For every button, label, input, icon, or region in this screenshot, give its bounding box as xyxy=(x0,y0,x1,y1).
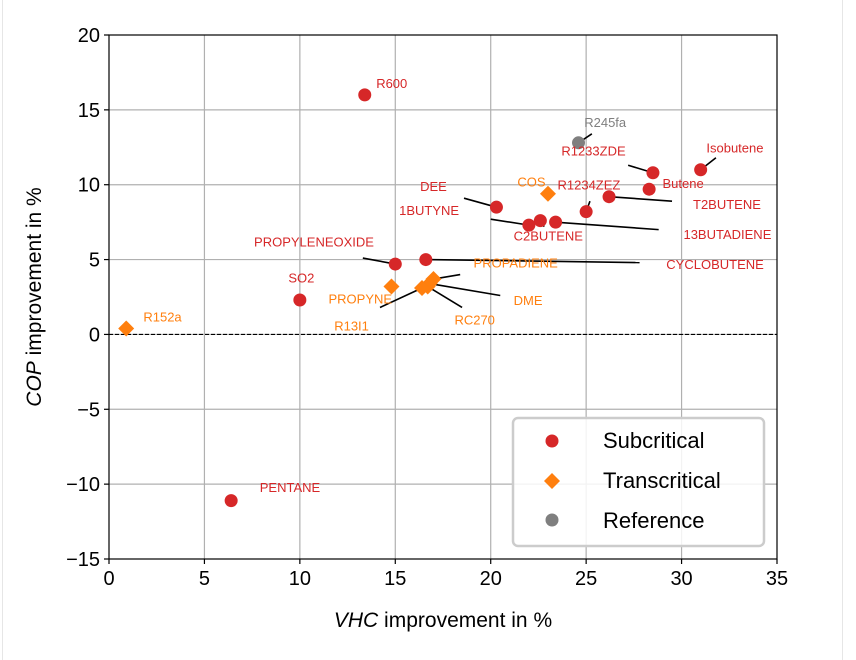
y-tick-label: 0 xyxy=(89,324,100,346)
leader-line-13butadiene xyxy=(555,221,659,231)
legend-entry-reference: Reference xyxy=(545,508,705,533)
x-axis-label-rest: improvement in % xyxy=(378,609,552,632)
y-axis-label-rest: improvement in % xyxy=(23,187,46,361)
point-r152a xyxy=(118,320,135,337)
point-propyleneoxide xyxy=(388,257,402,271)
legend-marker-reference xyxy=(545,513,559,527)
point-pentane xyxy=(224,494,238,508)
point-r600 xyxy=(358,88,372,102)
axes-frame xyxy=(108,34,778,560)
leader-line-r13i1 xyxy=(379,287,423,309)
x-tick-label: 15 xyxy=(384,568,406,590)
x-tick-label: 0 xyxy=(103,568,114,590)
point-label-dme: DME xyxy=(514,293,543,308)
legend: Subcritical Transcritical Reference xyxy=(511,416,766,548)
leader-line-dme xyxy=(429,282,501,297)
legend-label-subcritical: Subcritical xyxy=(603,428,704,453)
point-label-c2butene: C2BUTENE xyxy=(514,229,584,244)
y-tick-label: 5 xyxy=(89,250,100,272)
x-axis-label: VHC improvement in % xyxy=(334,609,552,632)
x-tick-label: 35 xyxy=(766,568,788,590)
y-tick-label: 15 xyxy=(78,100,100,122)
legend-entry-transcritical: Transcritical xyxy=(544,468,721,493)
point-label-r13i1: R13I1 xyxy=(334,318,369,333)
point-label-t2butene: T2BUTENE xyxy=(693,197,761,212)
data-points xyxy=(118,88,708,508)
point-label-butene: Butene xyxy=(662,176,703,191)
y-tick-label: 10 xyxy=(78,175,100,197)
point-label-dee: DEE xyxy=(420,179,447,194)
point-labels: R600 Isobutene R1233ZDE Butene T2BUTENE DEE R1… xyxy=(143,76,771,495)
point-label-pentane: PENTANE xyxy=(260,480,321,495)
leader-line-rc270 xyxy=(427,285,463,309)
point-label-13butadiene: 13BUTADIENE xyxy=(683,227,771,242)
point-label-cos: COS xyxy=(517,175,546,190)
point-r13i1 xyxy=(414,280,431,297)
y-tick-label: −5 xyxy=(77,399,100,421)
point-label-r152a: R152a xyxy=(143,309,182,324)
legend-box xyxy=(511,416,766,548)
point-label-r245fa: R245fa xyxy=(584,115,627,130)
point-cyclobutene xyxy=(419,253,433,267)
point-so2 xyxy=(293,293,307,307)
point-isobutene xyxy=(694,163,708,177)
point-label-so2: SO2 xyxy=(288,271,314,286)
y-tick-label: −15 xyxy=(66,549,100,571)
y-axis-label: COP improvement in % xyxy=(23,187,46,406)
point-r245fa xyxy=(572,136,586,150)
figure-border-left xyxy=(2,0,3,660)
x-tick-labels: 0 5 10 15 20 25 30 35 xyxy=(103,568,788,590)
point-r1233zde xyxy=(646,166,660,180)
y-tick-labels: −15 −10 −5 0 5 10 15 20 xyxy=(66,25,100,571)
point-label-r1233zde: R1233ZDE xyxy=(561,143,626,158)
leader-line-t2butene xyxy=(608,195,673,202)
legend-entry-subcritical: Subcritical xyxy=(545,428,704,453)
point-propyne xyxy=(383,278,400,295)
y-tick-label: 20 xyxy=(78,25,100,47)
point-13butadiene xyxy=(549,215,563,229)
point-t2butene xyxy=(602,190,616,204)
x-tick-label: 25 xyxy=(575,568,597,590)
point-r1234zez xyxy=(579,205,593,219)
x-axis-label-italic: VHC xyxy=(334,609,379,632)
point-dee xyxy=(489,200,503,214)
x-tick-label: 30 xyxy=(670,568,692,590)
point-label-propyne: PROPYNE xyxy=(328,291,392,306)
x-tick-label: 10 xyxy=(289,568,311,590)
legend-marker-subcritical xyxy=(545,434,559,448)
point-label-1butyne: 1BUTYNE xyxy=(399,203,459,218)
point-label-rc270: RC270 xyxy=(454,312,494,327)
point-label-isobutene: Isobutene xyxy=(706,140,763,155)
point-1butyne xyxy=(522,218,536,232)
point-label-r600: R600 xyxy=(376,76,407,91)
y-tick-label: −10 xyxy=(66,474,100,496)
point-label-propadiene: PROPADIENE xyxy=(474,256,559,271)
y-axis-label-italic: COP xyxy=(23,361,46,407)
legend-label-transcritical: Transcritical xyxy=(603,468,721,493)
ticks xyxy=(104,34,778,564)
legend-marker-transcritical xyxy=(544,473,560,489)
point-butene xyxy=(642,182,656,196)
point-c2butene xyxy=(533,214,547,228)
point-label-cyclobutene: CYCLOBUTENE xyxy=(666,257,764,272)
leader-line-cyclobutene xyxy=(425,258,640,264)
point-label-propyleneoxide: PROPYLENEOXIDE xyxy=(254,235,374,250)
point-label-r1234zez: R1234ZEZ xyxy=(558,178,621,193)
x-tick-label: 5 xyxy=(199,568,210,590)
figure-border-right xyxy=(842,0,843,660)
legend-label-reference: Reference xyxy=(603,508,705,533)
point-cos xyxy=(539,185,556,202)
x-tick-label: 20 xyxy=(480,568,502,590)
